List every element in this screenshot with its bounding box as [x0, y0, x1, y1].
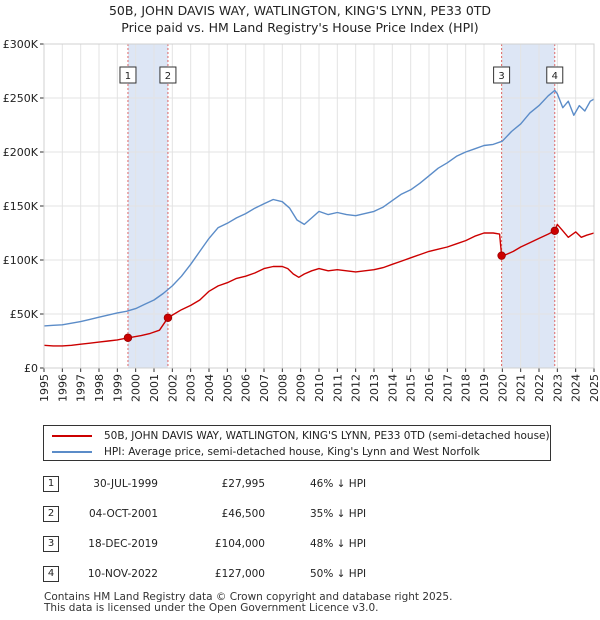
x-tick-label: 2012: [350, 374, 363, 402]
y-tick-label: £300K: [3, 38, 39, 51]
x-tick-label: 2005: [221, 374, 234, 402]
legend-label-hpi: HPI: Average price, semi-detached house,…: [104, 446, 480, 458]
sale-number-box: [493, 66, 511, 84]
x-tick-label: 2008: [276, 374, 289, 402]
x-tick-label: 2011: [331, 374, 344, 402]
sale-row: 1 30-JUL-1999 £27,995 46% ↓ HPI: [0, 474, 600, 494]
sale-marker: [163, 313, 173, 322]
sale-number-label: 1: [125, 71, 131, 82]
sale-marker: [497, 251, 506, 260]
hpi-line: [43, 89, 595, 327]
sale-number-box: [546, 66, 564, 84]
x-tick-label: 2016: [423, 374, 436, 402]
sale-markers: [123, 226, 559, 342]
sale-row: 2 04-OCT-2001 £46,500 35% ↓ HPI: [0, 504, 600, 524]
sale-price: £46,500: [221, 508, 265, 520]
sale-number-box: 2: [43, 506, 59, 522]
legend-item-hpi: HPI: Average price, semi-detached house,…: [52, 444, 480, 460]
x-tick-label: 1995: [38, 374, 51, 402]
footer-copyright: Contains HM Land Registry data © Crown c…: [44, 591, 453, 603]
y-tick-label: £200K: [3, 146, 39, 159]
sale-date: 30-JUL-1999: [93, 478, 158, 490]
series-lines: [43, 89, 595, 347]
x-tick-label: 2018: [460, 374, 473, 402]
x-tick-label: 2001: [148, 374, 161, 402]
sale-number-box: 4: [43, 566, 59, 582]
title-line-2: Price paid vs. HM Land Registry's House …: [121, 20, 479, 35]
sale-row: 3 18-DEC-2019 £104,000 48% ↓ HPI: [0, 534, 600, 554]
legend-item-property: 50B, JOHN DAVIS WAY, WATLINGTON, KING'S …: [52, 428, 550, 444]
x-tick-label: 2000: [130, 374, 143, 402]
sale-hpi-diff: 46% ↓ HPI: [310, 478, 367, 490]
x-tick-label: 2004: [203, 374, 216, 402]
x-tick-label: 2021: [515, 374, 528, 402]
sale-marker: [123, 333, 133, 342]
title-line-1: 50B, JOHN DAVIS WAY, WATLINGTON, KING'S …: [108, 3, 492, 18]
sale-date: 18-DEC-2019: [88, 538, 158, 550]
y-tick-label: £250K: [3, 92, 39, 105]
plot-frame: [43, 43, 595, 369]
x-tick-label: 1996: [56, 374, 69, 402]
chart-title: 50B, JOHN DAVIS WAY, WATLINGTON, KING'S …: [0, 2, 600, 36]
legend-swatch-hpi: [52, 451, 92, 453]
x-tick-label: 2024: [570, 374, 583, 402]
sale-number-box: [159, 66, 177, 84]
y-tick-label: £50K: [10, 308, 39, 321]
sale-number-box: [119, 66, 137, 84]
sale-price: £127,000: [214, 568, 265, 580]
footer-licence: This data is licensed under the Open Gov…: [44, 602, 379, 614]
x-tick-label: 2019: [478, 374, 491, 402]
sale-number-box: 1: [43, 476, 59, 492]
y-tick-label: £0: [24, 362, 38, 375]
sale-date: 04-OCT-2001: [89, 508, 158, 520]
sale-row: 4 10-NOV-2022 £127,000 50% ↓ HPI: [0, 564, 600, 584]
x-tick-label: 2025: [588, 374, 600, 402]
sale-marker: [550, 226, 559, 236]
sale-number-labels: 1 2 3 4: [119, 66, 564, 84]
sale-date: 10-NOV-2022: [87, 568, 158, 580]
x-tick-label: 2022: [533, 374, 546, 402]
sale-price: £27,995: [221, 478, 265, 490]
legend-label-property: 50B, JOHN DAVIS WAY, WATLINGTON, KING'S …: [104, 430, 550, 442]
sale-number-label: 2: [165, 71, 171, 82]
x-tick-label: 2023: [551, 374, 564, 402]
property-price-line: [43, 223, 595, 347]
x-tick-label: 1998: [93, 374, 106, 402]
x-tick-label: 1999: [111, 374, 124, 402]
y-tick-label: £100K: [3, 254, 39, 267]
sale-hpi-diff: 48% ↓ HPI: [310, 538, 367, 550]
sale-price: £104,000: [214, 538, 265, 550]
price-chart: 1 2 3 4 1995 1996 1997 1998 1999 2000 2001 2002 200…: [3, 38, 600, 402]
sale-hpi-diff: 35% ↓ HPI: [310, 508, 367, 520]
x-tick-label: 2013: [368, 374, 381, 402]
sale-number-box: 3: [43, 536, 59, 552]
footer: Contains HM Land Registry data © Crown c…: [44, 592, 452, 614]
sale-number-label: 4: [552, 71, 558, 82]
x-tick-label: 2015: [405, 374, 418, 402]
x-tick-label: 2006: [240, 374, 253, 402]
sale-hpi-diff: 50% ↓ HPI: [310, 568, 367, 580]
legend: 50B, JOHN DAVIS WAY, WATLINGTON, KING'S …: [43, 425, 551, 461]
x-tick-label: 2003: [185, 374, 198, 402]
legend-swatch-property: [52, 435, 92, 437]
x-tick-label: 2017: [441, 374, 454, 402]
x-tick-label: 1997: [75, 374, 88, 402]
x-tick-label: 2002: [166, 374, 179, 402]
sale-number-label: 3: [498, 71, 504, 82]
x-tick-label: 2010: [313, 374, 326, 402]
x-tick-label: 2014: [386, 374, 399, 402]
y-tick-label: £150K: [3, 200, 39, 213]
x-tick-label: 2009: [295, 374, 308, 402]
axis-ticks: 1995 1996 1997 1998 1999 2000 2001 2002 2003 2004…: [3, 38, 600, 402]
x-tick-label: 2020: [496, 374, 509, 402]
x-tick-label: 2007: [258, 374, 271, 402]
